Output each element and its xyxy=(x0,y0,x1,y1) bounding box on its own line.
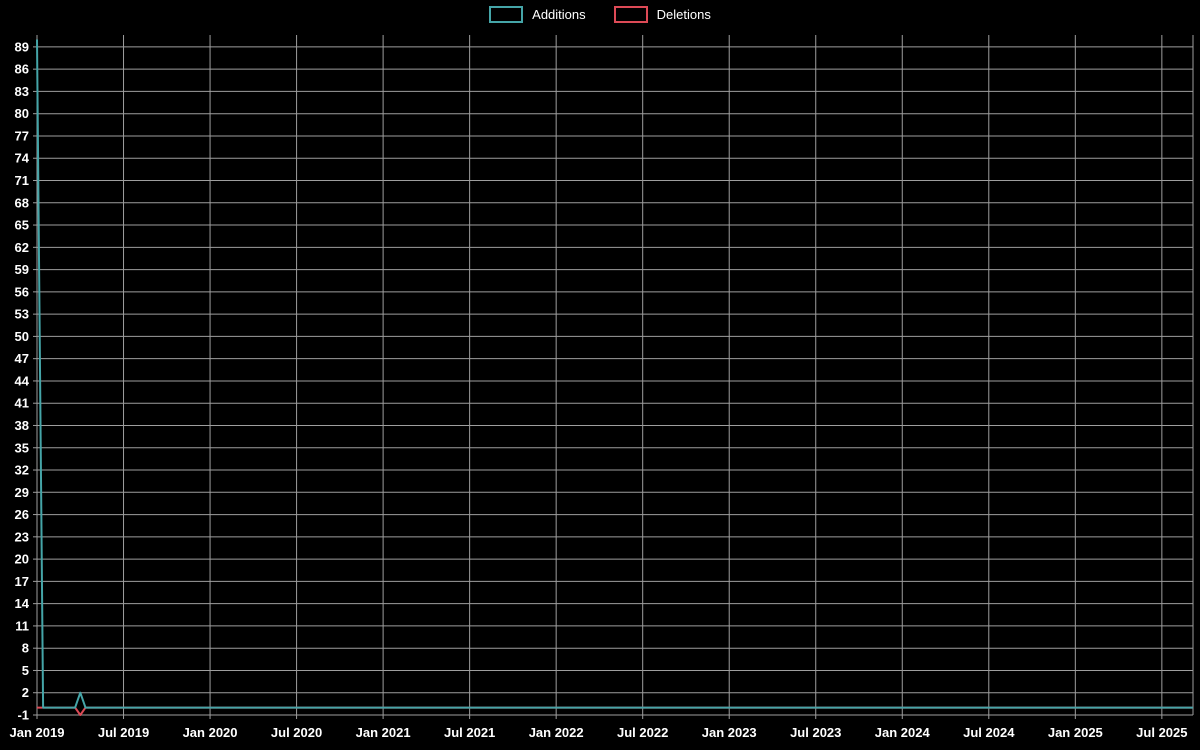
deletions-swatch-icon xyxy=(613,6,648,23)
y-tick-label: 80 xyxy=(15,106,29,121)
y-tick-label: 77 xyxy=(15,128,29,143)
x-tick-label: Jan 2020 xyxy=(183,725,238,740)
x-tick-label: Jul 2023 xyxy=(790,725,841,740)
y-tick-label: 17 xyxy=(15,574,29,589)
y-tick-label: 8 xyxy=(22,641,29,656)
y-tick-label: 68 xyxy=(15,195,29,210)
x-tick-label: Jan 2021 xyxy=(356,725,411,740)
y-tick-label: 29 xyxy=(15,485,29,500)
y-tick-label: 62 xyxy=(15,240,29,255)
y-tick-label: 11 xyxy=(15,618,29,633)
y-tick-label: 38 xyxy=(15,418,29,433)
legend-item-deletions[interactable]: Deletions xyxy=(613,6,711,23)
x-tick-label: Jul 2024 xyxy=(963,725,1015,740)
y-tick-label: 83 xyxy=(15,84,29,99)
x-tick-label: Jan 2022 xyxy=(529,725,584,740)
y-tick-label: 2 xyxy=(22,685,29,700)
y-tick-label: 32 xyxy=(15,463,29,478)
y-tick-label: 5 xyxy=(22,663,29,678)
x-tick-label: Jul 2022 xyxy=(617,725,668,740)
additions-line xyxy=(36,39,1193,709)
gridlines: -1 2 5 8 11 14 17 20 23 26 29 32 35 38 41 44 47 50 53 56 59 6… xyxy=(10,35,1194,740)
y-tick-label: 74 xyxy=(15,151,30,166)
x-tick-label: Jan 2023 xyxy=(702,725,757,740)
y-tick-label: 86 xyxy=(15,62,29,77)
legend-item-additions[interactable]: Additions xyxy=(489,6,586,23)
y-tick-label: 59 xyxy=(15,262,29,277)
x-tick-label: Jul 2025 xyxy=(1136,725,1187,740)
y-tick-label: 14 xyxy=(15,596,30,611)
x-tick-label: Jul 2021 xyxy=(444,725,495,740)
y-tick-label: 47 xyxy=(15,351,29,366)
y-tick-label: 35 xyxy=(15,440,29,455)
y-tick-label: 56 xyxy=(15,284,29,299)
y-tick-label: 26 xyxy=(15,507,29,522)
additions-swatch-icon xyxy=(489,6,524,23)
y-tick-label: 50 xyxy=(15,329,29,344)
y-tick-label: 23 xyxy=(15,529,29,544)
x-tick-label: Jul 2019 xyxy=(98,725,149,740)
x-tick-label: Jul 2020 xyxy=(271,725,322,740)
x-tick-label: Jan 2019 xyxy=(10,725,65,740)
y-tick-label: 65 xyxy=(15,218,29,233)
y-tick-label: 41 xyxy=(15,396,29,411)
y-tick-label: 44 xyxy=(15,373,30,388)
y-tick-label: 20 xyxy=(15,552,29,567)
y-tick-label: 53 xyxy=(15,307,29,322)
chart-legend: Additions Deletions xyxy=(0,6,1200,23)
y-tick-label: -1 xyxy=(17,708,29,723)
y-tick-label: 89 xyxy=(15,39,29,54)
y-tick-label: 71 xyxy=(15,173,29,188)
x-tick-label: Jan 2024 xyxy=(875,725,931,740)
legend-label-additions: Additions xyxy=(532,7,586,22)
x-tick-label: Jan 2025 xyxy=(1048,725,1103,740)
legend-label-deletions: Deletions xyxy=(656,7,711,22)
